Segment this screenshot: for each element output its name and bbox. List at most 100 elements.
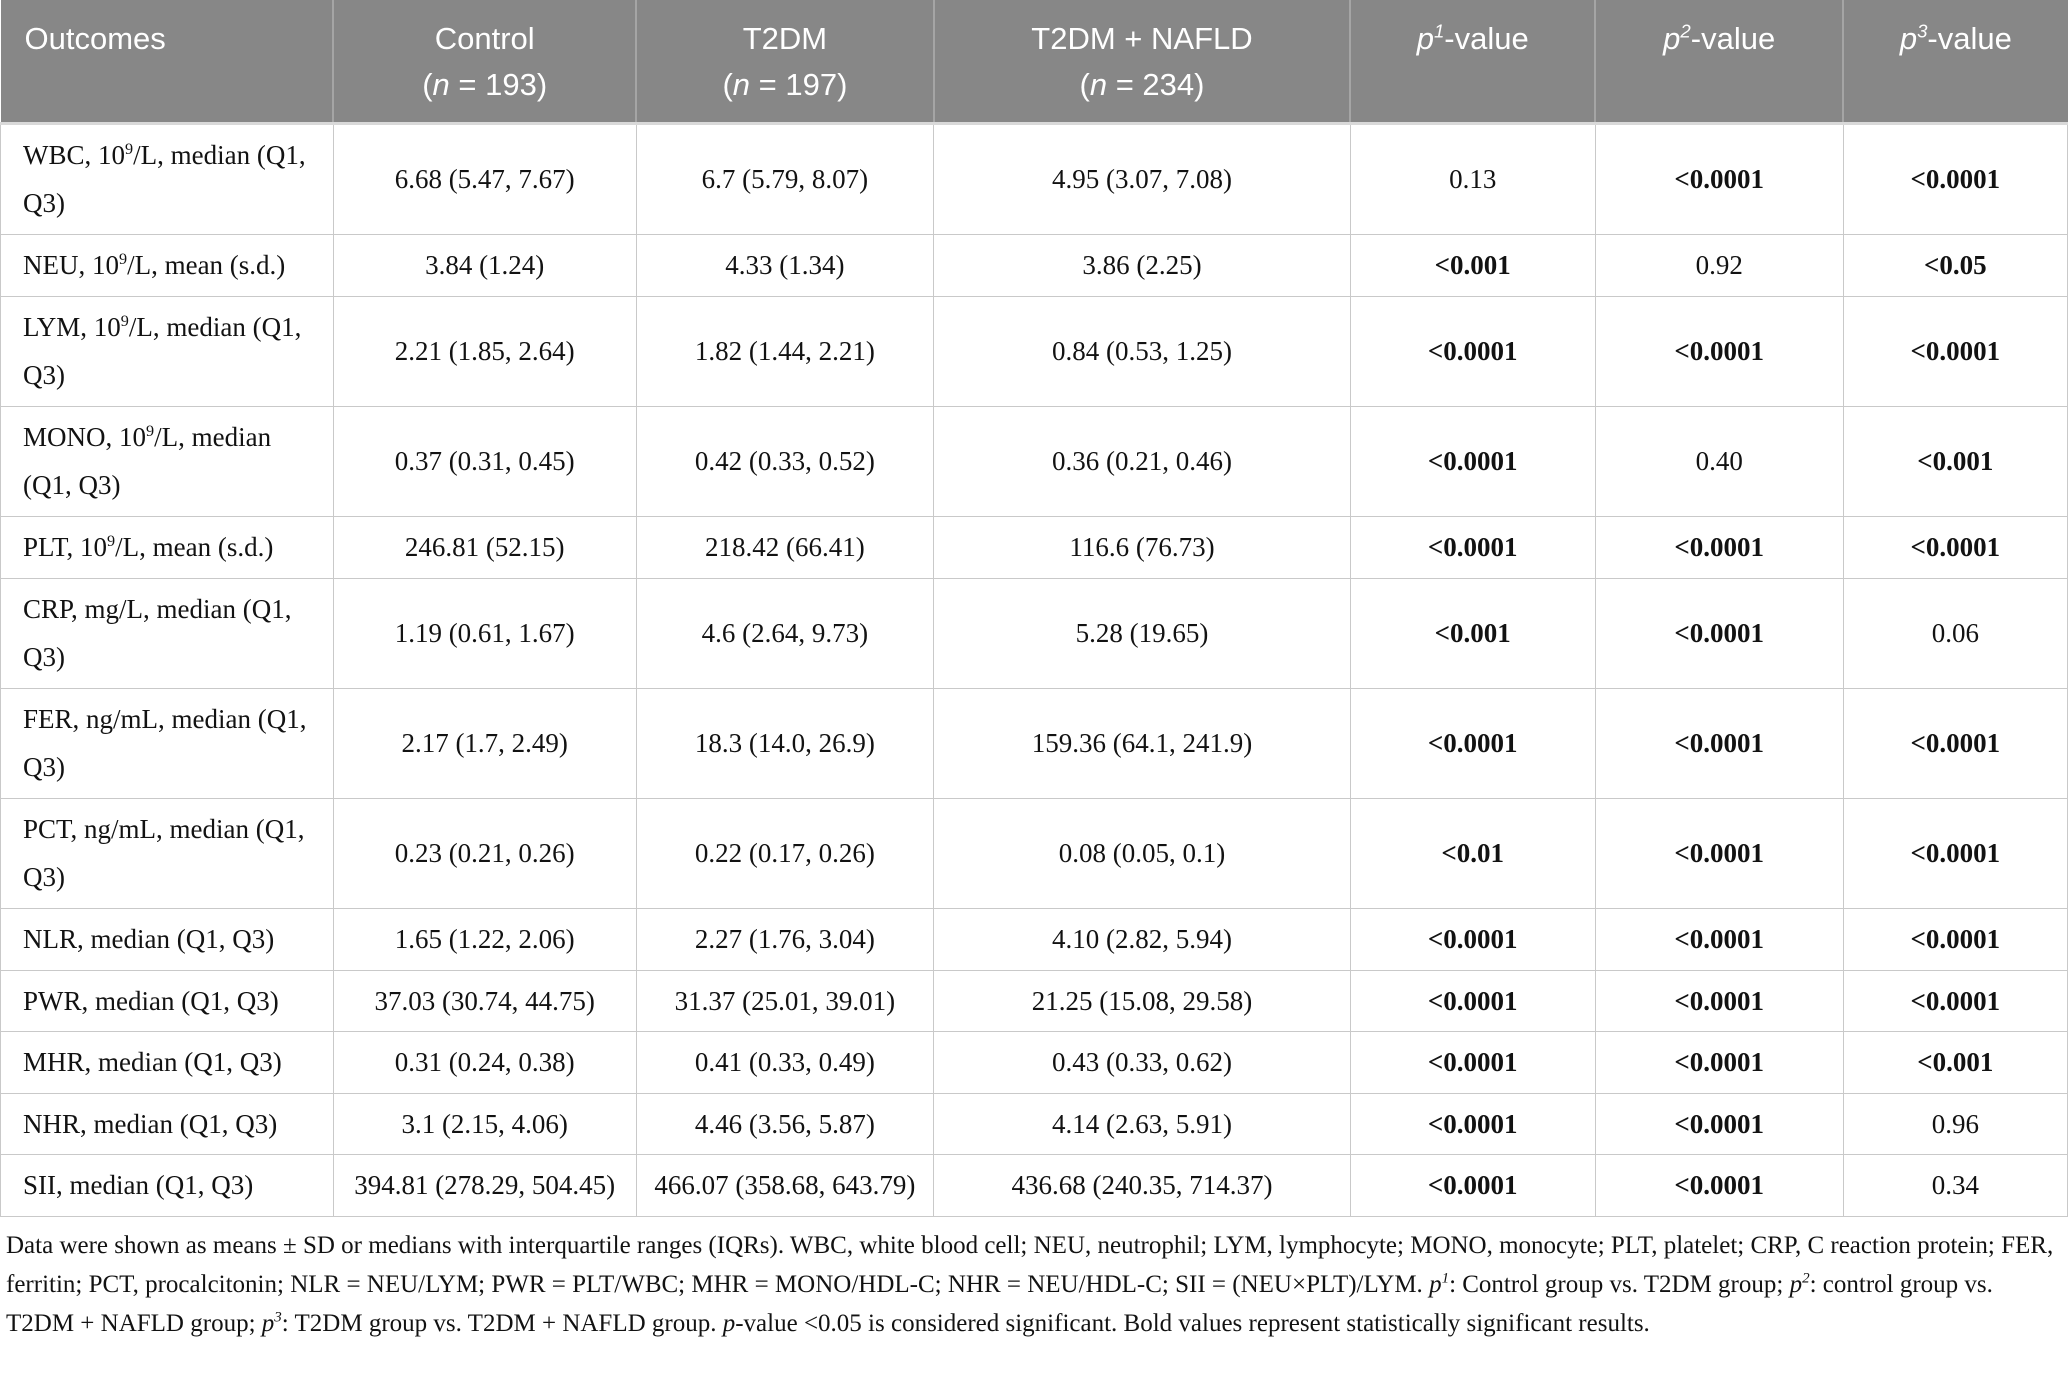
table-row: NHR, median (Q1, Q3) 3.1 (2.15, 4.06) 4.… — [0, 1092, 2068, 1156]
outcome-label: FER, ng/mL, median (Q1, Q3) — [0, 687, 334, 799]
p-cell: <0.0001 — [1594, 687, 1844, 799]
value-cell: 0.84 (0.53, 1.25) — [933, 295, 1351, 407]
p-cell: <0.0001 — [1594, 295, 1844, 407]
p-cell: <0.0001 — [1594, 577, 1844, 689]
outcome-label: LYM, 109/L, median (Q1, Q3) — [0, 295, 334, 407]
outcome-label: MHR, median (Q1, Q3) — [0, 1031, 334, 1094]
outcome-label: NHR, median (Q1, Q3) — [0, 1092, 334, 1156]
value-cell: 5.28 (19.65) — [933, 577, 1351, 689]
value-cell: 2.27 (1.76, 3.04) — [635, 908, 935, 971]
value-cell: 1.82 (1.44, 2.21) — [635, 295, 935, 407]
table-row: SII, median (Q1, Q3) 394.81 (278.29, 504… — [0, 1154, 2068, 1218]
p-cell: <0.0001 — [1349, 908, 1596, 971]
value-cell: 4.14 (2.63, 5.91) — [933, 1092, 1351, 1156]
value-cell: 18.3 (14.0, 26.9) — [635, 687, 935, 799]
table-row: CRP, mg/L, median (Q1, Q3) 1.19 (0.61, 1… — [0, 577, 2068, 689]
table-row: MHR, median (Q1, Q3) 0.31 (0.24, 0.38) 0… — [0, 1031, 2068, 1094]
value-cell: 4.6 (2.64, 9.73) — [635, 577, 935, 689]
outcome-label: PWR, median (Q1, Q3) — [0, 969, 334, 1033]
p-cell: <0.0001 — [1842, 797, 2068, 910]
p-cell: <0.0001 — [1349, 515, 1596, 579]
p-cell: <0.0001 — [1594, 1092, 1844, 1156]
p-cell: <0.0001 — [1349, 295, 1596, 407]
p-cell: <0.0001 — [1594, 1154, 1844, 1218]
value-cell: 4.95 (3.07, 7.08) — [933, 122, 1351, 235]
p-cell: 0.92 — [1594, 233, 1844, 297]
p-cell: <0.01 — [1349, 797, 1596, 910]
p-cell: 0.13 — [1349, 122, 1596, 235]
table-row: LYM, 109/L, median (Q1, Q3) 2.21 (1.85, … — [0, 295, 2068, 407]
outcome-label: WBC, 109/L, median (Q1, Q3) — [0, 122, 334, 235]
p-cell: <0.0001 — [1842, 687, 2068, 799]
col-header-p2-value: p2-value — [1595, 0, 1845, 125]
table-row: PWR, median (Q1, Q3) 37.03 (30.74, 44.75… — [0, 969, 2068, 1033]
p-cell: <0.0001 — [1349, 1031, 1596, 1094]
col-header-p3-value: p3-value — [1843, 0, 2068, 125]
value-cell: 0.41 (0.33, 0.49) — [635, 1031, 935, 1094]
outcome-label: NEU, 109/L, mean (s.d.) — [0, 233, 334, 297]
outcome-label: SII, median (Q1, Q3) — [0, 1154, 334, 1218]
p-cell: <0.0001 — [1594, 122, 1844, 235]
p-cell: <0.0001 — [1594, 969, 1844, 1033]
value-cell: 21.25 (15.08, 29.58) — [933, 969, 1351, 1033]
p-cell: <0.0001 — [1842, 122, 2068, 235]
value-cell: 0.08 (0.05, 0.1) — [933, 797, 1351, 910]
table-header-row: Outcomes Control (n = 193) T2DM (n = 197) … — [0, 0, 2068, 125]
col-header-outcomes: Outcomes — [0, 0, 335, 125]
p-cell: <0.0001 — [1594, 797, 1844, 910]
value-cell: 159.36 (64.1, 241.9) — [933, 687, 1351, 799]
outcome-label: NLR, median (Q1, Q3) — [0, 908, 334, 971]
p-cell: <0.0001 — [1594, 1031, 1844, 1094]
p-cell: <0.0001 — [1349, 1092, 1596, 1156]
p-cell: <0.001 — [1842, 1031, 2068, 1094]
p-cell: <0.0001 — [1594, 515, 1844, 579]
p-cell: <0.0001 — [1349, 687, 1596, 799]
value-cell: 3.84 (1.24) — [332, 233, 637, 297]
p-cell: <0.0001 — [1594, 908, 1844, 971]
value-cell: 0.22 (0.17, 0.26) — [635, 797, 935, 910]
p-cell: <0.0001 — [1842, 908, 2068, 971]
value-cell: 116.6 (76.73) — [933, 515, 1351, 579]
outcomes-table: Outcomes Control (n = 193) T2DM (n = 197) … — [0, 0, 2068, 1218]
col-header-control: Control (n = 193) — [333, 0, 638, 125]
value-cell: 4.10 (2.82, 5.94) — [933, 908, 1351, 971]
value-cell: 6.7 (5.79, 8.07) — [635, 122, 935, 235]
value-cell: 0.23 (0.21, 0.26) — [332, 797, 637, 910]
value-cell: 394.81 (278.29, 504.45) — [332, 1154, 637, 1218]
value-cell: 0.42 (0.33, 0.52) — [635, 405, 935, 517]
p-cell: <0.0001 — [1842, 515, 2068, 579]
table-row: MONO, 109/L, median (Q1, Q3) 0.37 (0.31,… — [0, 405, 2068, 517]
p-cell: 0.06 — [1842, 577, 2068, 689]
value-cell: 0.37 (0.31, 0.45) — [332, 405, 637, 517]
value-cell: 246.81 (52.15) — [332, 515, 637, 579]
value-cell: 0.36 (0.21, 0.46) — [933, 405, 1351, 517]
table-row: WBC, 109/L, median (Q1, Q3) 6.68 (5.47, … — [0, 122, 2068, 235]
p-cell: <0.001 — [1349, 577, 1596, 689]
table-row: FER, ng/mL, median (Q1, Q3) 2.17 (1.7, 2… — [0, 687, 2068, 799]
value-cell: 4.46 (3.56, 5.87) — [635, 1092, 935, 1156]
value-cell: 466.07 (358.68, 643.79) — [635, 1154, 935, 1218]
outcome-label: MONO, 109/L, median (Q1, Q3) — [0, 405, 334, 517]
table-row: PLT, 109/L, mean (s.d.) 246.81 (52.15) 2… — [0, 515, 2068, 579]
p-cell: <0.001 — [1842, 405, 2068, 517]
outcome-label: PCT, ng/mL, median (Q1, Q3) — [0, 797, 334, 910]
value-cell: 2.17 (1.7, 2.49) — [332, 687, 637, 799]
table-row: PCT, ng/mL, median (Q1, Q3) 0.23 (0.21, … — [0, 797, 2068, 910]
p-cell: <0.001 — [1349, 233, 1596, 297]
col-header-t2dm: T2DM (n = 197) — [636, 0, 935, 125]
value-cell: 37.03 (30.74, 44.75) — [332, 969, 637, 1033]
value-cell: 1.19 (0.61, 1.67) — [332, 577, 637, 689]
p-cell: 0.96 — [1842, 1092, 2068, 1156]
value-cell: 0.43 (0.33, 0.62) — [933, 1031, 1351, 1094]
value-cell: 4.33 (1.34) — [635, 233, 935, 297]
table-body: WBC, 109/L, median (Q1, Q3) 6.68 (5.47, … — [0, 122, 2068, 1218]
value-cell: 218.42 (66.41) — [635, 515, 935, 579]
outcome-label: CRP, mg/L, median (Q1, Q3) — [0, 577, 334, 689]
p-cell: <0.0001 — [1842, 969, 2068, 1033]
col-header-p1-value: p1-value — [1350, 0, 1597, 125]
value-cell: 1.65 (1.22, 2.06) — [332, 908, 637, 971]
value-cell: 436.68 (240.35, 714.37) — [933, 1154, 1351, 1218]
value-cell: 2.21 (1.85, 2.64) — [332, 295, 637, 407]
value-cell: 0.31 (0.24, 0.38) — [332, 1031, 637, 1094]
